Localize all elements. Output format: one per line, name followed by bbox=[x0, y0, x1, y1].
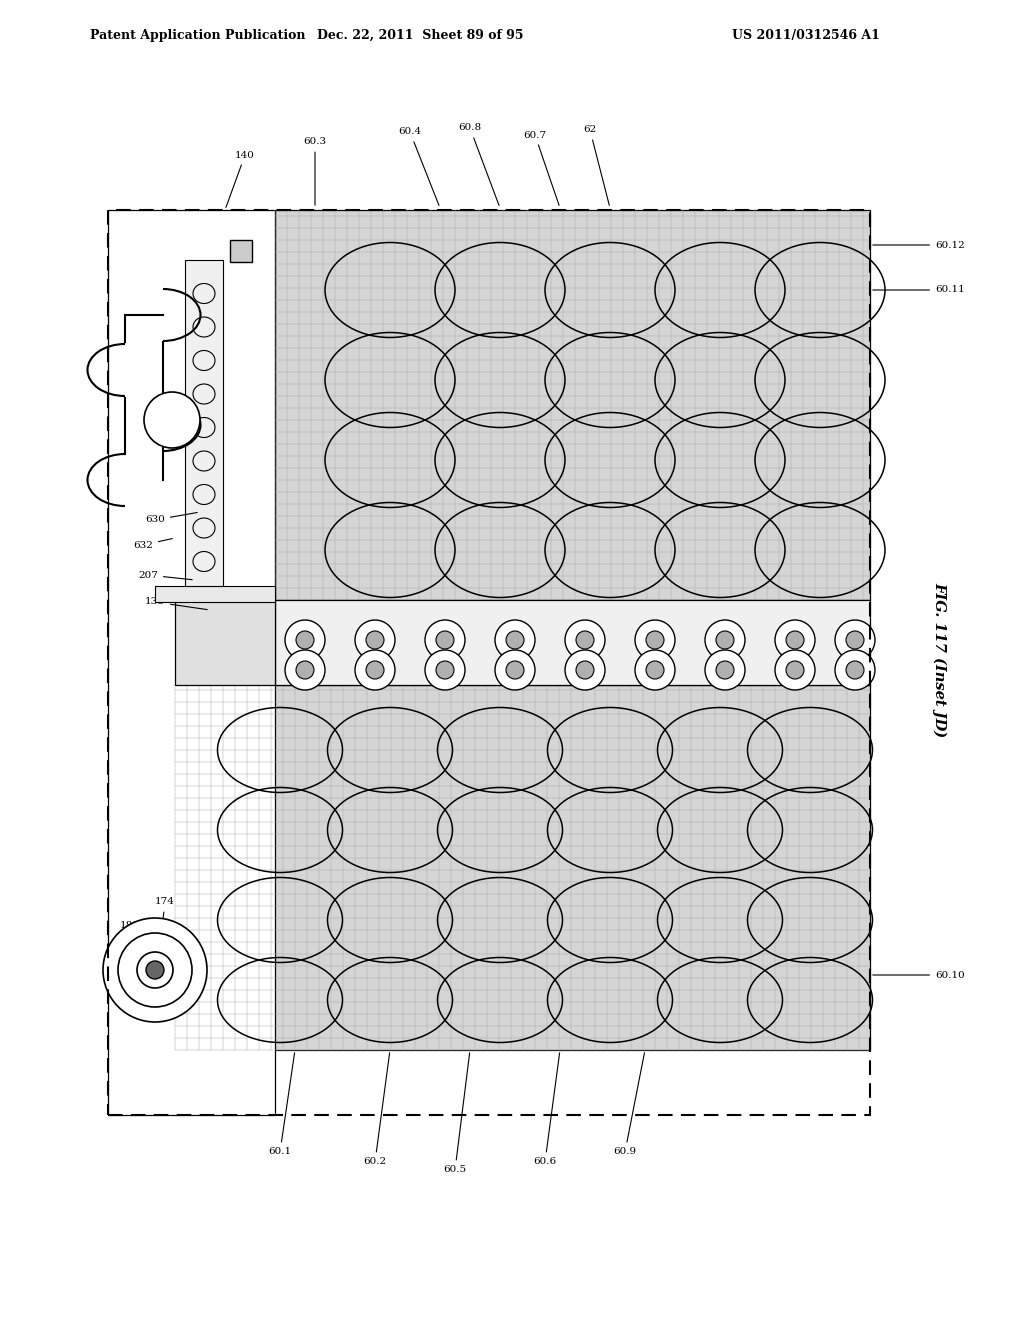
Circle shape bbox=[506, 661, 524, 678]
Text: 630: 630 bbox=[145, 512, 198, 524]
Circle shape bbox=[366, 631, 384, 649]
Circle shape bbox=[716, 661, 734, 678]
Circle shape bbox=[495, 649, 535, 690]
Text: 140: 140 bbox=[226, 150, 255, 207]
Circle shape bbox=[786, 661, 804, 678]
Text: 60.9: 60.9 bbox=[613, 1053, 644, 1156]
Circle shape bbox=[137, 952, 173, 987]
Circle shape bbox=[575, 661, 594, 678]
Text: FIG. 117 (Inset JD): FIG. 117 (Inset JD) bbox=[933, 582, 947, 738]
Circle shape bbox=[425, 649, 465, 690]
Text: 60.11: 60.11 bbox=[872, 285, 965, 294]
Circle shape bbox=[296, 661, 314, 678]
Text: 60.4: 60.4 bbox=[398, 128, 439, 206]
Circle shape bbox=[835, 649, 874, 690]
Circle shape bbox=[846, 661, 864, 678]
Circle shape bbox=[366, 661, 384, 678]
Circle shape bbox=[775, 620, 815, 660]
Bar bbox=[275, 210, 870, 601]
Bar bbox=[185, 260, 223, 595]
Text: 207: 207 bbox=[138, 570, 193, 579]
Circle shape bbox=[775, 649, 815, 690]
Circle shape bbox=[786, 631, 804, 649]
Circle shape bbox=[646, 661, 664, 678]
Bar bbox=[230, 240, 252, 261]
Circle shape bbox=[635, 649, 675, 690]
Text: Dec. 22, 2011  Sheet 89 of 95: Dec. 22, 2011 Sheet 89 of 95 bbox=[316, 29, 523, 41]
Text: 174: 174 bbox=[155, 898, 175, 925]
Circle shape bbox=[118, 933, 193, 1007]
Text: Patent Application Publication: Patent Application Publication bbox=[90, 29, 305, 41]
Text: 62: 62 bbox=[584, 125, 609, 206]
Bar bbox=[155, 586, 275, 602]
Circle shape bbox=[285, 649, 325, 690]
Text: 60.10: 60.10 bbox=[872, 970, 965, 979]
Circle shape bbox=[495, 620, 535, 660]
Text: 60.1: 60.1 bbox=[268, 1053, 295, 1156]
Circle shape bbox=[436, 661, 454, 678]
Circle shape bbox=[436, 631, 454, 649]
Bar bbox=[175, 601, 275, 685]
Text: 60.7: 60.7 bbox=[523, 131, 559, 206]
Bar bbox=[108, 210, 870, 1115]
Bar bbox=[175, 685, 870, 1049]
Circle shape bbox=[296, 631, 314, 649]
Text: 60.5: 60.5 bbox=[443, 1053, 470, 1175]
Text: 60.12: 60.12 bbox=[872, 240, 965, 249]
Circle shape bbox=[846, 631, 864, 649]
Text: 138: 138 bbox=[145, 598, 207, 610]
Text: 60.8: 60.8 bbox=[459, 124, 499, 206]
Circle shape bbox=[103, 917, 207, 1022]
Circle shape bbox=[355, 620, 395, 660]
Circle shape bbox=[285, 620, 325, 660]
Circle shape bbox=[506, 631, 524, 649]
Circle shape bbox=[705, 649, 745, 690]
Text: 632: 632 bbox=[133, 539, 172, 549]
Circle shape bbox=[575, 631, 594, 649]
Circle shape bbox=[716, 631, 734, 649]
Circle shape bbox=[355, 649, 395, 690]
Text: 189: 189 bbox=[120, 920, 143, 949]
Circle shape bbox=[144, 392, 200, 447]
Bar bbox=[108, 210, 275, 1115]
Circle shape bbox=[146, 961, 164, 979]
Bar bbox=[275, 601, 870, 685]
Text: US 2011/0312546 A1: US 2011/0312546 A1 bbox=[732, 29, 880, 41]
Circle shape bbox=[635, 620, 675, 660]
Circle shape bbox=[565, 649, 605, 690]
Text: 60.3: 60.3 bbox=[303, 137, 327, 205]
Text: 60.6: 60.6 bbox=[534, 1053, 560, 1167]
Circle shape bbox=[425, 620, 465, 660]
Circle shape bbox=[705, 620, 745, 660]
Circle shape bbox=[565, 620, 605, 660]
Circle shape bbox=[646, 631, 664, 649]
Text: 60.2: 60.2 bbox=[364, 1053, 389, 1167]
Circle shape bbox=[835, 620, 874, 660]
